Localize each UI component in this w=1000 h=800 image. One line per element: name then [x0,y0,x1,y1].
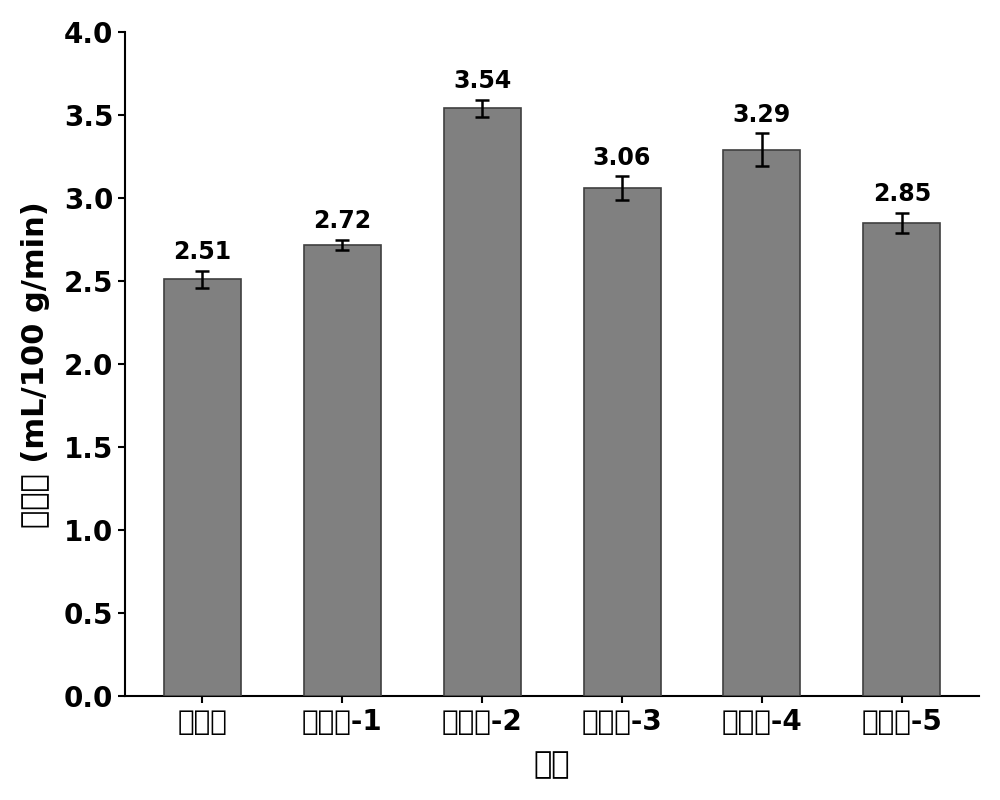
Text: 2.51: 2.51 [173,241,231,265]
Text: 3.29: 3.29 [733,102,791,126]
Text: 3.06: 3.06 [593,146,651,170]
Y-axis label: 产气率 (mL/100 g/min): 产气率 (mL/100 g/min) [21,201,50,527]
Bar [584,188,661,697]
X-axis label: 样品: 样品 [534,750,570,779]
Bar [723,150,800,697]
Bar [304,245,381,697]
Text: 2.85: 2.85 [873,182,931,206]
Text: 3.54: 3.54 [453,70,511,94]
Bar [863,223,940,697]
Text: 2.72: 2.72 [313,209,371,233]
Bar [164,279,241,697]
Bar [444,108,521,697]
